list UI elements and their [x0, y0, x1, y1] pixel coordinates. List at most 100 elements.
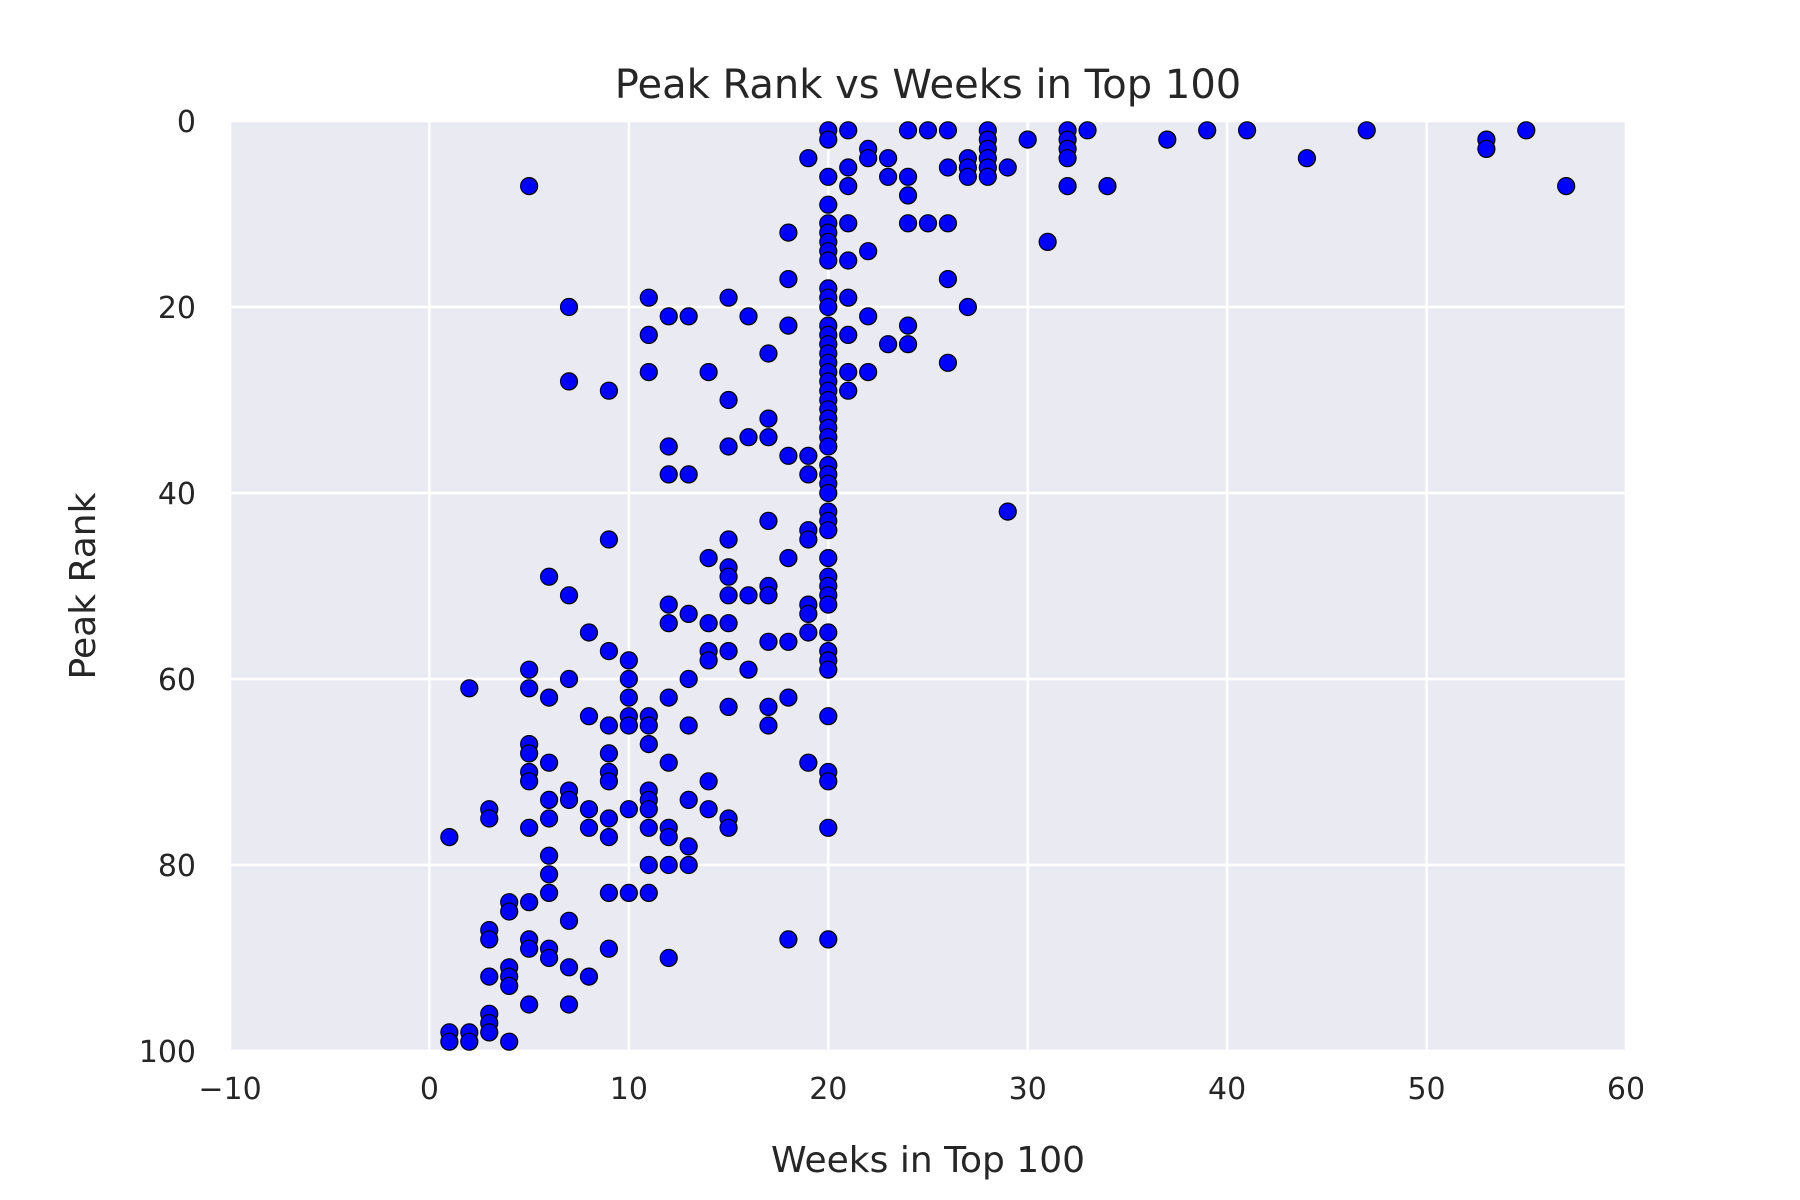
data-point — [679, 465, 698, 484]
data-point — [898, 214, 918, 233]
data-point — [1038, 232, 1057, 251]
data-point — [739, 307, 758, 326]
data-point — [639, 363, 658, 382]
data-point — [699, 800, 718, 819]
data-point — [819, 818, 838, 837]
data-point — [579, 967, 599, 986]
data-point — [819, 772, 838, 791]
data-point — [520, 772, 539, 791]
data-point — [599, 772, 619, 791]
data-point — [520, 679, 539, 698]
data-point — [1018, 130, 1037, 149]
data-point — [898, 167, 918, 186]
data-point — [739, 428, 758, 447]
data-point — [759, 697, 778, 717]
data-point — [679, 716, 698, 735]
data-point — [520, 939, 539, 958]
data-point — [639, 883, 658, 903]
data-point — [739, 660, 758, 679]
data-point — [839, 363, 858, 382]
data-point — [480, 809, 499, 828]
data-point — [659, 948, 678, 968]
data-point — [619, 883, 638, 903]
data-point — [539, 753, 559, 772]
y-tick-label: 60 — [158, 663, 196, 698]
data-point — [819, 660, 838, 679]
data-point — [719, 288, 738, 307]
data-point — [699, 363, 718, 382]
data-point — [799, 149, 818, 168]
data-point — [898, 121, 918, 140]
data-point — [539, 865, 559, 884]
data-point — [898, 316, 918, 335]
data-point — [520, 744, 539, 763]
data-point — [779, 548, 798, 568]
data-point — [1477, 139, 1496, 158]
data-point — [859, 307, 878, 326]
data-point — [520, 177, 539, 196]
data-point — [759, 428, 778, 447]
data-point — [938, 121, 958, 140]
data-point — [639, 818, 658, 837]
data-point — [719, 567, 738, 586]
data-point — [799, 753, 818, 772]
data-point — [779, 270, 798, 289]
data-point — [539, 948, 559, 968]
data-point — [659, 465, 678, 484]
data-point — [779, 632, 798, 651]
data-point — [599, 827, 619, 847]
y-tick-label: 80 — [158, 849, 196, 884]
data-point — [719, 530, 738, 549]
data-point — [779, 930, 798, 949]
data-point — [819, 195, 838, 214]
data-point — [500, 902, 519, 921]
data-point — [799, 465, 818, 484]
data-point — [639, 734, 658, 754]
x-tick-label: 0 — [420, 1072, 439, 1107]
data-point — [559, 911, 579, 930]
y-axis-ticks: 0 20 40 60 80 100 — [139, 105, 196, 1070]
data-point — [719, 390, 738, 410]
data-point — [938, 353, 958, 372]
data-point — [839, 158, 858, 177]
data-point — [679, 855, 698, 875]
data-point — [599, 641, 619, 661]
data-point — [839, 325, 858, 344]
data-point — [559, 586, 579, 605]
data-point — [819, 251, 838, 270]
data-point — [719, 641, 738, 661]
data-point — [819, 548, 838, 568]
data-point — [440, 827, 459, 847]
data-point — [819, 437, 838, 456]
data-point — [759, 716, 778, 735]
x-tick-label: 20 — [809, 1072, 847, 1107]
data-point — [659, 753, 678, 772]
data-point — [839, 288, 858, 307]
data-point — [480, 967, 499, 986]
x-tick-label: 60 — [1607, 1072, 1645, 1107]
data-point — [779, 688, 798, 707]
x-tick-label: −10 — [198, 1072, 261, 1107]
data-point — [859, 363, 878, 382]
data-point — [679, 307, 698, 326]
x-axis-ticks: −10 0 10 20 30 40 50 60 — [198, 1072, 1645, 1107]
data-point — [619, 800, 638, 819]
data-point — [819, 167, 838, 186]
data-point — [839, 251, 858, 270]
data-point — [520, 818, 539, 837]
data-point — [440, 1032, 459, 1051]
data-point — [520, 660, 539, 679]
y-tick-label: 0 — [177, 105, 196, 140]
data-point — [1158, 130, 1177, 149]
data-point — [839, 381, 858, 400]
data-point — [599, 883, 619, 903]
data-point — [539, 567, 559, 586]
data-point — [1237, 121, 1257, 140]
data-point — [819, 707, 838, 726]
data-point — [839, 121, 858, 140]
data-point — [539, 846, 559, 865]
data-point — [639, 716, 658, 735]
data-point — [599, 939, 619, 958]
